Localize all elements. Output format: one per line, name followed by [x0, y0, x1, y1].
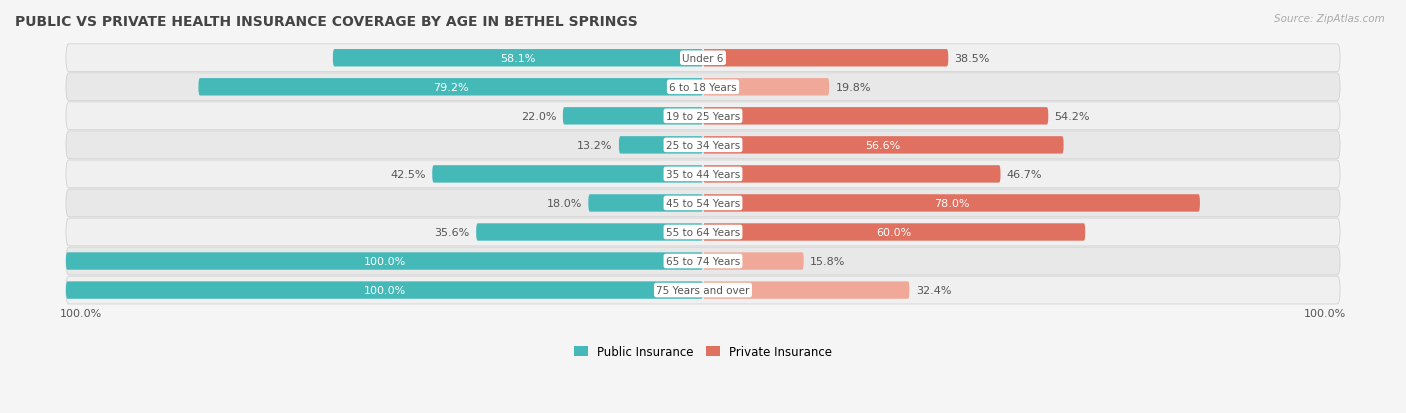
FancyBboxPatch shape [703, 166, 1001, 183]
Text: 15.8%: 15.8% [810, 256, 845, 266]
Text: 42.5%: 42.5% [391, 169, 426, 180]
FancyBboxPatch shape [432, 166, 703, 183]
FancyBboxPatch shape [477, 224, 703, 241]
FancyBboxPatch shape [562, 108, 703, 125]
Text: Under 6: Under 6 [682, 54, 724, 64]
Text: 19 to 25 Years: 19 to 25 Years [666, 112, 740, 121]
Text: 32.4%: 32.4% [915, 285, 952, 295]
FancyBboxPatch shape [703, 79, 830, 96]
Text: 78.0%: 78.0% [934, 199, 969, 209]
FancyBboxPatch shape [66, 282, 703, 299]
Text: 100.0%: 100.0% [1305, 309, 1347, 318]
Text: 35.6%: 35.6% [434, 228, 470, 237]
Text: 18.0%: 18.0% [547, 199, 582, 209]
Text: Source: ZipAtlas.com: Source: ZipAtlas.com [1274, 14, 1385, 24]
Text: 6 to 18 Years: 6 to 18 Years [669, 83, 737, 93]
Text: 13.2%: 13.2% [578, 140, 613, 150]
FancyBboxPatch shape [66, 253, 703, 270]
Text: 60.0%: 60.0% [876, 228, 911, 237]
FancyBboxPatch shape [66, 247, 1340, 275]
FancyBboxPatch shape [66, 218, 1340, 246]
FancyBboxPatch shape [66, 74, 1340, 102]
FancyBboxPatch shape [703, 282, 910, 299]
Text: 100.0%: 100.0% [363, 285, 405, 295]
Text: 45 to 54 Years: 45 to 54 Years [666, 199, 740, 209]
FancyBboxPatch shape [703, 224, 1085, 241]
FancyBboxPatch shape [66, 132, 1340, 159]
Text: 54.2%: 54.2% [1054, 112, 1090, 121]
FancyBboxPatch shape [588, 195, 703, 212]
Text: 100.0%: 100.0% [363, 256, 405, 266]
FancyBboxPatch shape [333, 50, 703, 67]
Text: 25 to 34 Years: 25 to 34 Years [666, 140, 740, 150]
Text: 22.0%: 22.0% [522, 112, 557, 121]
FancyBboxPatch shape [66, 103, 1340, 131]
Text: 58.1%: 58.1% [501, 54, 536, 64]
Text: 79.2%: 79.2% [433, 83, 468, 93]
Legend: Public Insurance, Private Insurance: Public Insurance, Private Insurance [569, 340, 837, 363]
Text: 19.8%: 19.8% [835, 83, 870, 93]
FancyBboxPatch shape [703, 137, 1063, 154]
FancyBboxPatch shape [66, 161, 1340, 188]
Text: 46.7%: 46.7% [1007, 169, 1042, 180]
FancyBboxPatch shape [198, 79, 703, 96]
Text: 100.0%: 100.0% [59, 309, 101, 318]
Text: 38.5%: 38.5% [955, 54, 990, 64]
FancyBboxPatch shape [703, 253, 804, 270]
FancyBboxPatch shape [703, 108, 1049, 125]
Text: PUBLIC VS PRIVATE HEALTH INSURANCE COVERAGE BY AGE IN BETHEL SPRINGS: PUBLIC VS PRIVATE HEALTH INSURANCE COVER… [15, 15, 638, 29]
Text: 35 to 44 Years: 35 to 44 Years [666, 169, 740, 180]
FancyBboxPatch shape [66, 190, 1340, 217]
Text: 65 to 74 Years: 65 to 74 Years [666, 256, 740, 266]
Text: 75 Years and over: 75 Years and over [657, 285, 749, 295]
FancyBboxPatch shape [703, 195, 1199, 212]
Text: 56.6%: 56.6% [866, 140, 901, 150]
Text: 55 to 64 Years: 55 to 64 Years [666, 228, 740, 237]
FancyBboxPatch shape [619, 137, 703, 154]
FancyBboxPatch shape [66, 45, 1340, 73]
FancyBboxPatch shape [703, 50, 948, 67]
FancyBboxPatch shape [66, 276, 1340, 304]
